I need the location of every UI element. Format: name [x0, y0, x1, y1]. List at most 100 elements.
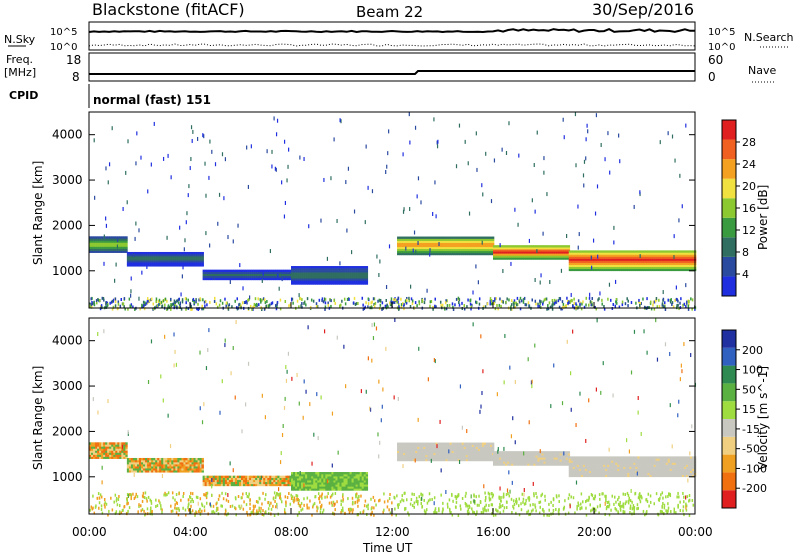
power-cell — [258, 303, 260, 307]
power-cell — [313, 278, 316, 281]
power-cell — [645, 250, 648, 253]
power-cell — [446, 304, 449, 308]
power-cell — [286, 178, 288, 183]
power-cell — [89, 240, 92, 243]
power-cell — [93, 244, 96, 247]
velocity-cell — [437, 450, 440, 454]
velocity-cell — [445, 454, 448, 458]
power-cell — [397, 242, 400, 246]
power-cell — [112, 305, 115, 309]
power-cell — [321, 282, 324, 285]
power-cell — [467, 244, 471, 248]
velocity-cell — [489, 444, 493, 447]
velocity-cell — [123, 444, 126, 447]
velocity-cell — [163, 460, 166, 463]
power-cell — [509, 247, 512, 250]
power-cell — [576, 260, 580, 263]
power-cell — [323, 278, 326, 281]
power-cell — [265, 271, 268, 275]
power-cell — [132, 305, 134, 309]
velocity-cell — [303, 480, 306, 483]
velocity-cell — [99, 450, 102, 453]
velocity-cell — [431, 456, 434, 460]
power-cell — [127, 307, 129, 311]
power-cell — [682, 303, 684, 307]
velocity-cell — [226, 479, 230, 483]
power-cell — [135, 161, 137, 166]
velocity-cell — [351, 480, 354, 483]
power-cell — [585, 137, 587, 142]
velocity-cell — [433, 442, 436, 445]
power-cell — [128, 256, 132, 259]
velocity-cell — [467, 442, 471, 445]
velocity-cell — [485, 458, 489, 462]
power-cell — [525, 249, 528, 252]
power-cell — [467, 161, 469, 166]
power-cell — [570, 298, 573, 302]
velocity-cell — [193, 457, 196, 461]
power-cell — [494, 297, 496, 301]
power-cell — [257, 271, 260, 275]
velocity-cell — [181, 468, 184, 471]
velocity-cell — [483, 458, 487, 462]
power-cell — [421, 246, 424, 250]
power-cell — [401, 238, 404, 241]
velocity-cell — [453, 456, 456, 460]
power-cell — [251, 277, 254, 281]
power-cell — [160, 300, 163, 304]
velocity-cell — [527, 461, 530, 464]
power-cell — [669, 268, 673, 272]
velocity-cell — [126, 464, 130, 467]
velocity-cell — [521, 459, 524, 462]
velocity-cell — [153, 460, 156, 463]
velocity-cell — [206, 479, 209, 483]
power-cell — [111, 299, 114, 303]
power-cell — [415, 250, 418, 254]
velocity-cell — [343, 482, 346, 485]
power-cell — [339, 261, 341, 266]
power-cell — [257, 273, 260, 277]
velocity-cell — [153, 470, 156, 473]
power-cell — [601, 252, 604, 255]
velocity-cell — [103, 452, 106, 455]
velocity-cell — [309, 482, 312, 485]
power-cell — [396, 298, 399, 302]
power-cell — [467, 248, 471, 252]
velocity-cell — [313, 482, 316, 485]
power-cell — [463, 242, 467, 246]
power-cell — [115, 248, 118, 251]
velocity-cell — [253, 477, 256, 481]
power-cell — [278, 286, 280, 291]
power-cell — [461, 252, 465, 256]
power-cell — [173, 254, 176, 257]
velocity-cell — [301, 484, 304, 487]
power-cell — [176, 305, 178, 309]
velocity-cell — [423, 444, 426, 447]
power-cell — [350, 250, 353, 255]
velocity-cell — [345, 486, 348, 489]
power-cell — [533, 245, 536, 248]
power-cell — [407, 238, 410, 241]
power-cell — [533, 249, 536, 252]
power-cell — [425, 244, 428, 248]
power-cell — [415, 244, 418, 248]
power-cell — [681, 254, 685, 257]
velocity-cell — [539, 461, 542, 464]
power-cell — [163, 254, 166, 257]
power-cell — [199, 258, 202, 261]
power-cell — [105, 246, 108, 249]
velocity-cell — [253, 479, 256, 483]
velocity-cell — [210, 481, 214, 485]
velocity-cell — [489, 456, 493, 460]
velocity-cell — [397, 452, 400, 456]
power-cell — [642, 297, 644, 301]
power-cell — [301, 272, 304, 275]
velocity-cell — [327, 476, 330, 479]
power-cell — [253, 275, 256, 279]
power-cell — [287, 269, 290, 273]
velocity-cell — [323, 472, 326, 475]
power-cell — [467, 298, 469, 302]
power-cell — [479, 240, 483, 243]
velocity-cell — [471, 444, 475, 447]
power-cell — [128, 254, 132, 257]
